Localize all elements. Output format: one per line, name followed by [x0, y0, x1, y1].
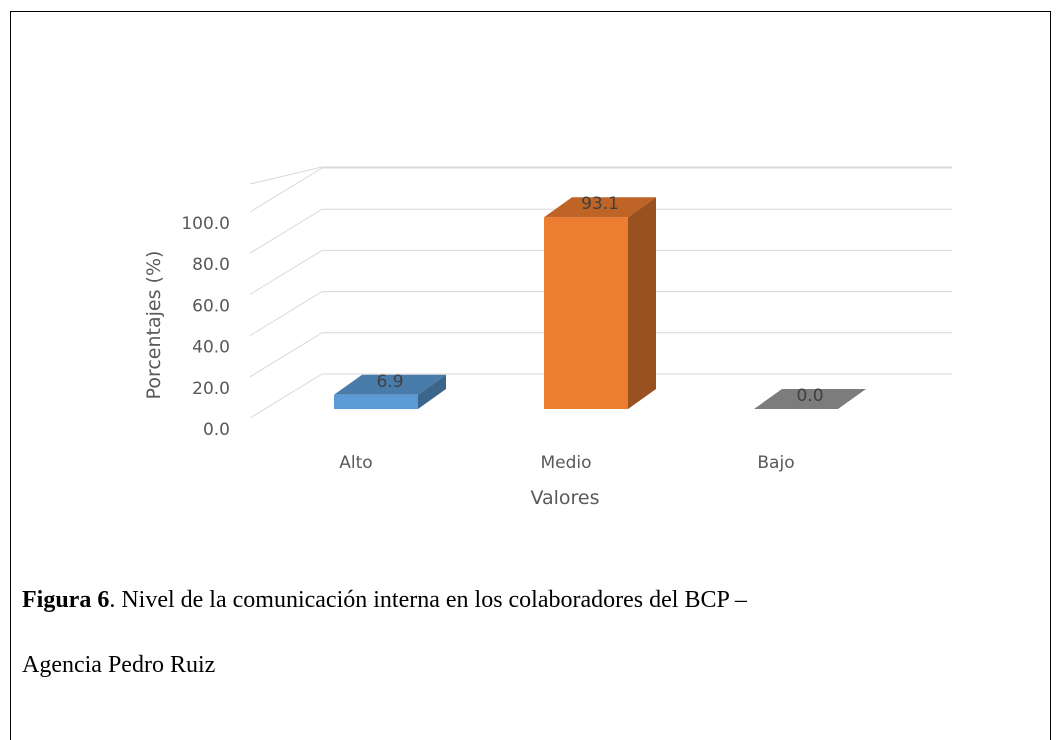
y-tick-label: 40.0 [192, 338, 230, 358]
bar-top [544, 197, 656, 218]
grid-line [249, 167, 952, 213]
y-tick-label: 20.0 [192, 379, 230, 399]
bar-side [628, 197, 656, 409]
y-tick-label: 100.0 [181, 214, 230, 234]
x-tick-label: Medio [540, 453, 591, 473]
caption-line2: Agencia Pedro Ruiz [22, 652, 215, 678]
x-tick-label: Alto [339, 453, 372, 473]
y-axis-label: Porcentajes (%) [143, 251, 165, 400]
bar-front [334, 394, 418, 409]
bar-top [334, 374, 446, 395]
value-label: 6.9 [376, 372, 403, 392]
caption-text: . Nivel de la comunicación interna en lo… [109, 587, 748, 613]
grid-line [249, 208, 952, 254]
frame [10, 11, 1051, 740]
x-tick-label: Bajo [757, 453, 794, 473]
x-axis-label: Valores [530, 487, 599, 509]
y-tick-label: 80.0 [192, 255, 230, 275]
value-label: 93.1 [581, 194, 619, 214]
wall-edge [249, 166, 952, 185]
bar-side [418, 374, 446, 409]
y-tick-label: 60.0 [192, 296, 230, 316]
bar-front [544, 217, 628, 409]
caption-label: Figura 6 [22, 587, 109, 613]
grid-line [249, 291, 952, 337]
grid-line [249, 332, 952, 378]
bar-top [754, 389, 866, 409]
value-label: 0.0 [796, 386, 823, 406]
caption: Figura 6. Nivel de la comunicación inter… [22, 587, 748, 613]
grid-line [249, 249, 952, 295]
grid-line [249, 373, 952, 419]
y-tick-label: 0.0 [203, 420, 230, 440]
